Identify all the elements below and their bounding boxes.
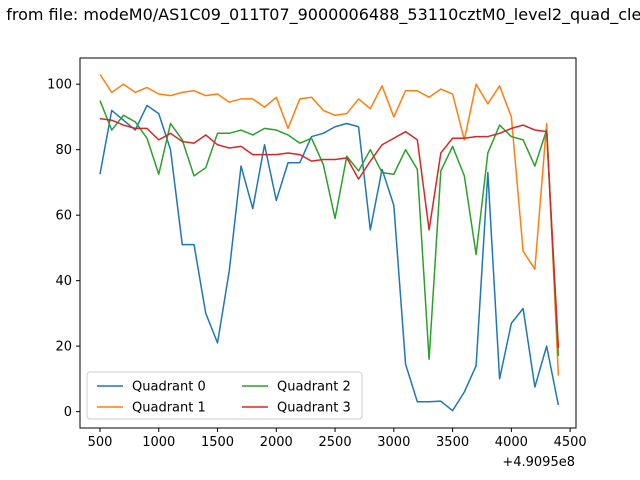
quadrant-3-line xyxy=(99,117,560,348)
legend: Quadrant 0 Quadrant 1 Quadrant 2 Quadrant 3 xyxy=(86,371,363,420)
legend-label-quadrant-0: Quadrant 0 xyxy=(132,380,206,395)
legend-label-quadrant-1: Quadrant 1 xyxy=(132,401,206,416)
quadrant-1-line xyxy=(99,73,560,376)
x-tick-label: 2500 xyxy=(319,435,352,450)
x-tick-label: 500 xyxy=(88,435,113,450)
x-axis: 500 1000 1500 2000 2500 3000 3500 4000 4500 xyxy=(88,428,587,450)
quadrant-0-line xyxy=(99,104,560,412)
x-tick-label: 1500 xyxy=(201,435,234,450)
x-axis-offset-label: +4.9095e8 xyxy=(502,455,575,470)
y-tick-label: 100 xyxy=(47,78,72,93)
y-tick-label: 60 xyxy=(55,209,72,224)
x-tick-label: 1000 xyxy=(142,435,175,450)
x-tick-label: 3000 xyxy=(377,435,410,450)
x-tick-label: 4500 xyxy=(554,435,587,450)
quadrant-2-line xyxy=(99,100,560,360)
y-tick-label: 40 xyxy=(55,274,72,289)
y-axis: 0 20 40 60 80 100 xyxy=(47,78,80,420)
x-tick-label: 4000 xyxy=(495,435,528,450)
chart-title: Data from file: modeM0/AS1C09_011T07_900… xyxy=(0,5,640,25)
axes-frame xyxy=(79,57,577,429)
y-tick-label: 20 xyxy=(55,340,72,355)
legend-box xyxy=(86,371,363,420)
series-layer xyxy=(99,73,560,412)
x-tick-label: 2000 xyxy=(260,435,293,450)
legend-label-quadrant-2: Quadrant 2 xyxy=(277,380,351,395)
y-tick-label: 0 xyxy=(64,405,72,420)
y-tick-label: 80 xyxy=(55,143,72,158)
x-tick-label: 3500 xyxy=(436,435,469,450)
legend-label-quadrant-3: Quadrant 3 xyxy=(277,401,351,416)
